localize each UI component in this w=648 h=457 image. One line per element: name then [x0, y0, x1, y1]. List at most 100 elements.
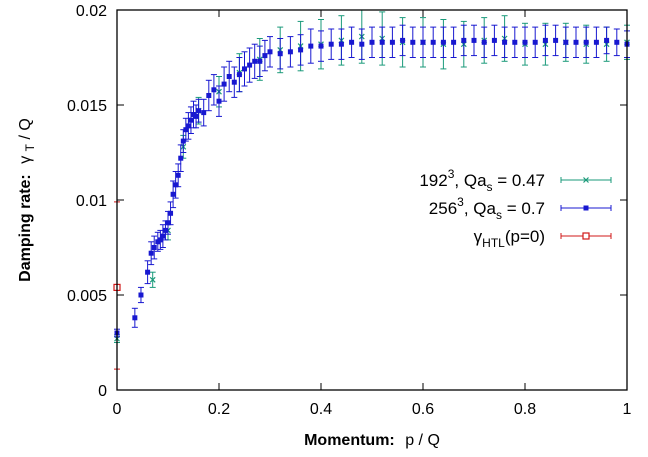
data-point [563, 39, 569, 45]
data-point [216, 98, 222, 104]
data-point [389, 39, 395, 45]
data-point [170, 191, 176, 197]
data-point [593, 39, 599, 45]
y-axis-label-subscript: T [23, 143, 37, 151]
data-point [132, 315, 138, 321]
data-point [481, 39, 487, 45]
data-point [471, 37, 477, 43]
data-point [512, 39, 518, 45]
data-point [185, 123, 191, 129]
data-point [420, 39, 426, 45]
data-point [532, 39, 538, 45]
y-axis-label-tail: / Q [17, 118, 34, 139]
data-point [165, 220, 171, 226]
legend-marker [583, 205, 589, 211]
data-point [236, 72, 242, 78]
x-tick-label: 0.8 [514, 401, 536, 418]
data-point [359, 41, 365, 47]
data-point [196, 108, 202, 114]
data-point [155, 239, 161, 245]
series-layer [113, 9, 630, 370]
data-point [247, 62, 253, 68]
legend-label: 1923, Qas = 0.47 [419, 167, 545, 194]
data-point [298, 47, 304, 53]
data-point [211, 87, 217, 93]
series-1 [114, 24, 630, 338]
data-point [308, 43, 314, 49]
data-point [522, 39, 528, 45]
x-axis-label-bold: Momentum: [304, 432, 395, 449]
data-point [151, 245, 157, 250]
x-tick-label: 0 [113, 401, 122, 418]
data-point [267, 49, 273, 55]
data-point [168, 210, 174, 216]
data-point [138, 292, 144, 298]
data-point [583, 39, 589, 45]
x-tick-label: 0.4 [310, 401, 332, 418]
data-point [242, 66, 247, 72]
data-point [148, 250, 154, 256]
data-point [231, 79, 237, 85]
data-point [277, 51, 283, 57]
series-0 [114, 9, 630, 343]
y-tick-label: 0.02 [76, 3, 107, 20]
data-point [175, 172, 181, 178]
plot-frame [116, 9, 628, 391]
data-point [226, 74, 232, 79]
data-point [502, 39, 508, 45]
y-axis-label-gamma: γ [17, 156, 34, 164]
x-tick-label: 0.6 [412, 401, 434, 418]
data-point [440, 39, 446, 45]
data-point [183, 127, 189, 133]
x-axis-label: Momentum: p / Q [304, 432, 440, 449]
data-point [451, 39, 457, 45]
data-point [369, 39, 375, 45]
data-point [262, 53, 268, 59]
data-point [400, 37, 406, 43]
data-point [145, 269, 151, 275]
axis-ticks [116, 9, 628, 391]
legend-marker [582, 232, 590, 240]
data-point [157, 237, 163, 243]
data-point [160, 233, 166, 239]
y-axis-label: Damping rate: γ T / Q [17, 118, 38, 282]
data-point [410, 39, 416, 45]
y-tick-label: 0.015 [67, 98, 107, 115]
data-point [201, 110, 207, 116]
data-point [379, 39, 385, 45]
data-point [193, 113, 199, 119]
data-point [188, 117, 194, 123]
x-axis-label-rest: p / Q [405, 432, 440, 449]
data-point [252, 58, 258, 64]
y-tick-label: 0.01 [76, 193, 107, 210]
data-point [178, 155, 184, 161]
y-tick-label: 0.005 [67, 288, 107, 305]
data-point [257, 58, 263, 64]
data-point [349, 39, 355, 45]
x-tick-labels: 0 0.2 0.4 0.6 0.8 1 [113, 401, 632, 418]
data-point [573, 39, 579, 45]
data-point [338, 41, 344, 47]
data-point [604, 37, 610, 43]
data-point [287, 49, 293, 55]
data-point [553, 37, 559, 43]
data-point [614, 39, 620, 45]
data-point [191, 112, 196, 117]
data-point [461, 37, 467, 43]
data-point [318, 43, 324, 49]
y-axis-label-bold: Damping rate: [17, 174, 34, 282]
x-tick-label: 1 [623, 401, 632, 418]
data-point [206, 93, 212, 98]
data-point [221, 81, 227, 87]
y-tick-labels: 0 0.005 0.01 0.015 0.02 [67, 3, 107, 400]
data-point [542, 37, 548, 43]
x-tick-label: 0.2 [208, 401, 230, 418]
data-point [173, 182, 179, 188]
legend-label: γHTL(p=0) [474, 227, 545, 250]
legend-label: 2563, Qas = 0.7 [429, 195, 545, 222]
data-point [430, 39, 436, 45]
legend-marker [583, 177, 589, 183]
data-point [162, 227, 168, 233]
